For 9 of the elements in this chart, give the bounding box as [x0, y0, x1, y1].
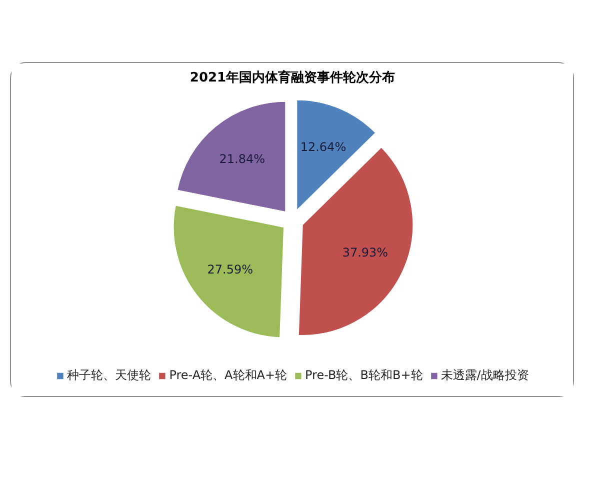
data-label: 27.59% — [207, 262, 254, 277]
legend-label: 未透露/战略投资 — [440, 367, 529, 384]
legend-label: Pre-B轮、B轮和B+轮 — [305, 367, 423, 384]
chart-title: 2021年国内体育融资事件轮次分布 — [190, 70, 396, 86]
data-label: 12.64% — [300, 140, 346, 154]
data-label: 21.84% — [219, 152, 266, 166]
data-label: 37.93% — [342, 245, 388, 260]
legend-label: Pre-A轮、A轮和A+轮 — [169, 367, 288, 384]
legend-label: 种子轮、天使轮 — [67, 367, 152, 384]
